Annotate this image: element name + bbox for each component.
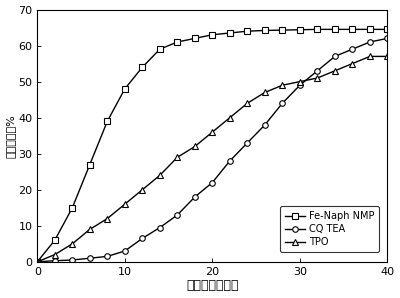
CQ TEA — [175, 213, 180, 217]
CQ TEA — [88, 256, 92, 260]
CQ TEA — [262, 123, 267, 127]
TPO — [385, 55, 390, 58]
TPO — [105, 217, 110, 220]
X-axis label: 光照时间（秒）: 光照时间（秒） — [186, 280, 239, 292]
Fe-Naph NMP — [298, 28, 302, 32]
CQ TEA — [332, 55, 337, 58]
CQ TEA — [228, 159, 232, 163]
CQ TEA — [140, 237, 145, 240]
CQ TEA — [105, 254, 110, 258]
Fe-Naph NMP — [88, 163, 92, 166]
CQ TEA — [158, 226, 162, 229]
Fe-Naph NMP — [175, 40, 180, 44]
TPO — [140, 188, 145, 192]
TPO — [70, 242, 75, 246]
Fe-Naph NMP — [262, 29, 267, 32]
TPO — [35, 260, 40, 264]
TPO — [298, 80, 302, 83]
CQ TEA — [35, 260, 40, 264]
Fe-Naph NMP — [280, 28, 285, 32]
Fe-Naph NMP — [70, 206, 75, 209]
Fe-Naph NMP — [245, 30, 250, 33]
TPO — [245, 101, 250, 105]
CQ TEA — [368, 40, 372, 44]
CQ TEA — [52, 259, 57, 263]
Fe-Naph NMP — [228, 31, 232, 35]
Fe-Naph NMP — [140, 66, 145, 69]
Line: TPO: TPO — [34, 54, 390, 265]
Y-axis label: 双键转化率%: 双键转化率% — [6, 114, 16, 158]
TPO — [262, 91, 267, 94]
TPO — [332, 69, 337, 73]
Fe-Naph NMP — [210, 33, 215, 37]
CQ TEA — [192, 195, 197, 199]
Fe-Naph NMP — [368, 28, 372, 31]
CQ TEA — [122, 249, 127, 253]
CQ TEA — [315, 69, 320, 73]
Fe-Naph NMP — [158, 47, 162, 51]
CQ TEA — [280, 101, 285, 105]
CQ TEA — [385, 37, 390, 40]
Fe-Naph NMP — [105, 119, 110, 123]
TPO — [228, 116, 232, 119]
TPO — [315, 76, 320, 80]
Fe-Naph NMP — [52, 238, 57, 242]
Fe-Naph NMP — [332, 28, 337, 31]
Fe-Naph NMP — [315, 28, 320, 31]
TPO — [52, 253, 57, 256]
CQ TEA — [210, 181, 215, 184]
TPO — [350, 62, 355, 65]
Legend: Fe-Naph NMP, CQ TEA, TPO: Fe-Naph NMP, CQ TEA, TPO — [280, 206, 379, 252]
Fe-Naph NMP — [122, 87, 127, 91]
TPO — [210, 130, 215, 134]
Fe-Naph NMP — [385, 28, 390, 31]
TPO — [368, 55, 372, 58]
CQ TEA — [70, 258, 75, 262]
CQ TEA — [350, 47, 355, 51]
TPO — [88, 228, 92, 231]
Line: Fe-Naph NMP: Fe-Naph NMP — [34, 27, 390, 265]
TPO — [280, 83, 285, 87]
TPO — [175, 156, 180, 159]
Fe-Naph NMP — [192, 37, 197, 40]
CQ TEA — [245, 141, 250, 145]
TPO — [158, 173, 162, 177]
CQ TEA — [298, 83, 302, 87]
Line: CQ TEA: CQ TEA — [34, 35, 390, 265]
TPO — [192, 145, 197, 148]
Fe-Naph NMP — [350, 28, 355, 31]
TPO — [122, 202, 127, 206]
Fe-Naph NMP — [35, 260, 40, 264]
